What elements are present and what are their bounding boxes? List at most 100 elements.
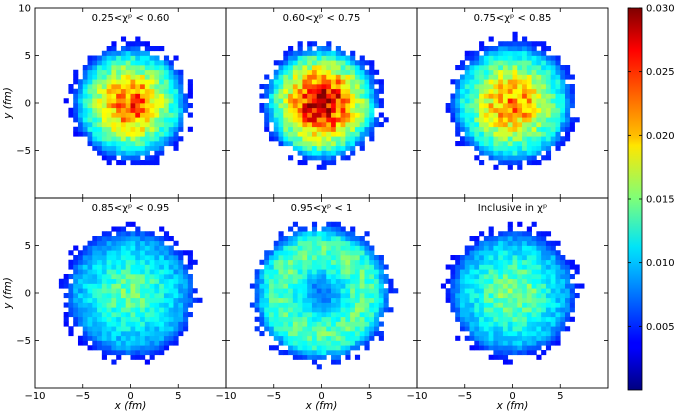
heatmap-cell bbox=[350, 250, 356, 256]
heatmap-cell bbox=[374, 283, 380, 289]
heatmap-cell bbox=[474, 131, 480, 137]
heatmap-cell bbox=[283, 283, 289, 289]
heatmap-cell bbox=[545, 93, 552, 99]
heatmap-cell bbox=[77, 122, 84, 128]
heatmap-cell bbox=[536, 117, 542, 123]
heatmap-cell bbox=[469, 278, 475, 284]
heatmap-cell bbox=[507, 250, 513, 256]
heatmap-cell bbox=[106, 335, 112, 341]
heatmap-cell bbox=[87, 326, 93, 332]
heatmap-cell bbox=[331, 136, 337, 142]
heatmap-cell bbox=[82, 307, 88, 313]
heatmap-cell bbox=[536, 74, 542, 80]
heatmap-cell bbox=[469, 103, 475, 109]
heatmap-cell bbox=[297, 107, 303, 113]
heatmap-cell bbox=[469, 112, 475, 118]
heatmap-cell bbox=[106, 278, 112, 284]
heatmap-cell bbox=[369, 245, 375, 251]
heatmap-cell bbox=[383, 278, 389, 284]
heatmap-cell bbox=[302, 354, 308, 360]
heatmap-cell bbox=[517, 79, 523, 85]
heatmap-cell bbox=[140, 274, 146, 280]
heatmap-cell bbox=[278, 60, 284, 66]
heatmap-cell bbox=[331, 98, 337, 104]
heatmap-cell bbox=[541, 41, 547, 47]
heatmap-cell bbox=[316, 326, 322, 332]
heatmap-cell bbox=[350, 340, 356, 346]
heatmap-cell bbox=[483, 131, 489, 137]
heatmap-cell bbox=[526, 65, 532, 71]
heatmap-cell bbox=[498, 60, 504, 66]
heatmap-cell bbox=[144, 297, 150, 303]
heatmap-cell bbox=[488, 297, 494, 303]
heatmap-cell bbox=[316, 307, 322, 313]
heatmap-cell bbox=[459, 98, 466, 104]
heatmap-cell bbox=[326, 103, 332, 109]
heatmap-cell bbox=[140, 112, 146, 118]
heatmap-cell bbox=[374, 297, 380, 303]
heatmap-cell bbox=[569, 122, 575, 128]
heatmap-cell bbox=[526, 345, 532, 351]
heatmap-cell bbox=[493, 141, 499, 147]
heatmap-cell bbox=[159, 312, 165, 318]
heatmap-cell bbox=[259, 103, 265, 109]
heatmap-cell bbox=[345, 335, 351, 341]
heatmap-cell bbox=[464, 55, 470, 61]
heatmap-cell bbox=[350, 107, 356, 113]
heatmap-cell bbox=[545, 269, 552, 275]
heatmap-cell bbox=[459, 307, 466, 313]
heatmap-cell bbox=[345, 65, 351, 71]
heatmap-cell bbox=[474, 103, 480, 109]
heatmap-cell bbox=[502, 145, 509, 151]
heatmap-cell bbox=[116, 50, 122, 56]
heatmap-cell bbox=[130, 283, 136, 289]
heatmap-cell bbox=[531, 274, 537, 280]
heatmap-cell bbox=[526, 117, 532, 123]
heatmap-cell bbox=[140, 103, 146, 109]
colorbar-tick-label: 0.020 bbox=[646, 131, 675, 142]
heatmap-cell bbox=[321, 245, 327, 251]
heatmap-cell bbox=[364, 283, 370, 289]
heatmap-cell bbox=[307, 60, 313, 66]
heatmap-cell bbox=[374, 321, 380, 327]
heatmap-cell bbox=[541, 331, 547, 337]
heatmap-cell bbox=[493, 103, 499, 109]
heatmap-cell bbox=[68, 88, 74, 94]
heatmap-cell bbox=[340, 250, 346, 256]
heatmap-cell bbox=[541, 112, 547, 118]
heatmap-cell bbox=[144, 288, 150, 294]
heatmap-cell bbox=[493, 155, 499, 161]
heatmap-cell bbox=[130, 136, 136, 142]
heatmap-cell bbox=[550, 117, 556, 123]
heatmap-cell bbox=[311, 150, 318, 156]
heatmap-cell bbox=[555, 98, 561, 104]
heatmap-cell bbox=[545, 231, 552, 237]
heatmap-cell bbox=[507, 321, 513, 327]
heatmap-cell bbox=[378, 307, 384, 313]
heatmap-cell bbox=[154, 245, 160, 251]
heatmap-cell bbox=[536, 269, 542, 275]
heatmap-cell bbox=[340, 122, 346, 128]
heatmap-cell bbox=[335, 345, 341, 351]
heatmap-cell bbox=[507, 245, 513, 251]
heatmap-cell bbox=[488, 321, 494, 327]
heatmap-cell bbox=[555, 264, 561, 270]
heatmap-cell bbox=[292, 302, 298, 308]
heatmap-cell bbox=[101, 350, 107, 356]
heatmap-cell bbox=[101, 316, 107, 322]
heatmap-cell bbox=[483, 316, 489, 322]
heatmap-cell bbox=[120, 321, 127, 327]
heatmap-cell bbox=[111, 93, 117, 99]
heatmap-cell bbox=[335, 50, 341, 56]
heatmap-cell bbox=[550, 293, 556, 299]
heatmap-cell bbox=[73, 278, 79, 284]
heatmap-cell bbox=[97, 264, 103, 270]
heatmap-cell bbox=[512, 93, 518, 99]
heatmap-cell bbox=[292, 278, 298, 284]
heatmap-cell bbox=[550, 60, 556, 66]
heatmap-cell bbox=[116, 321, 122, 327]
heatmap-cell bbox=[555, 136, 561, 142]
heatmap-cell bbox=[502, 269, 509, 275]
heatmap-cell bbox=[120, 245, 127, 251]
